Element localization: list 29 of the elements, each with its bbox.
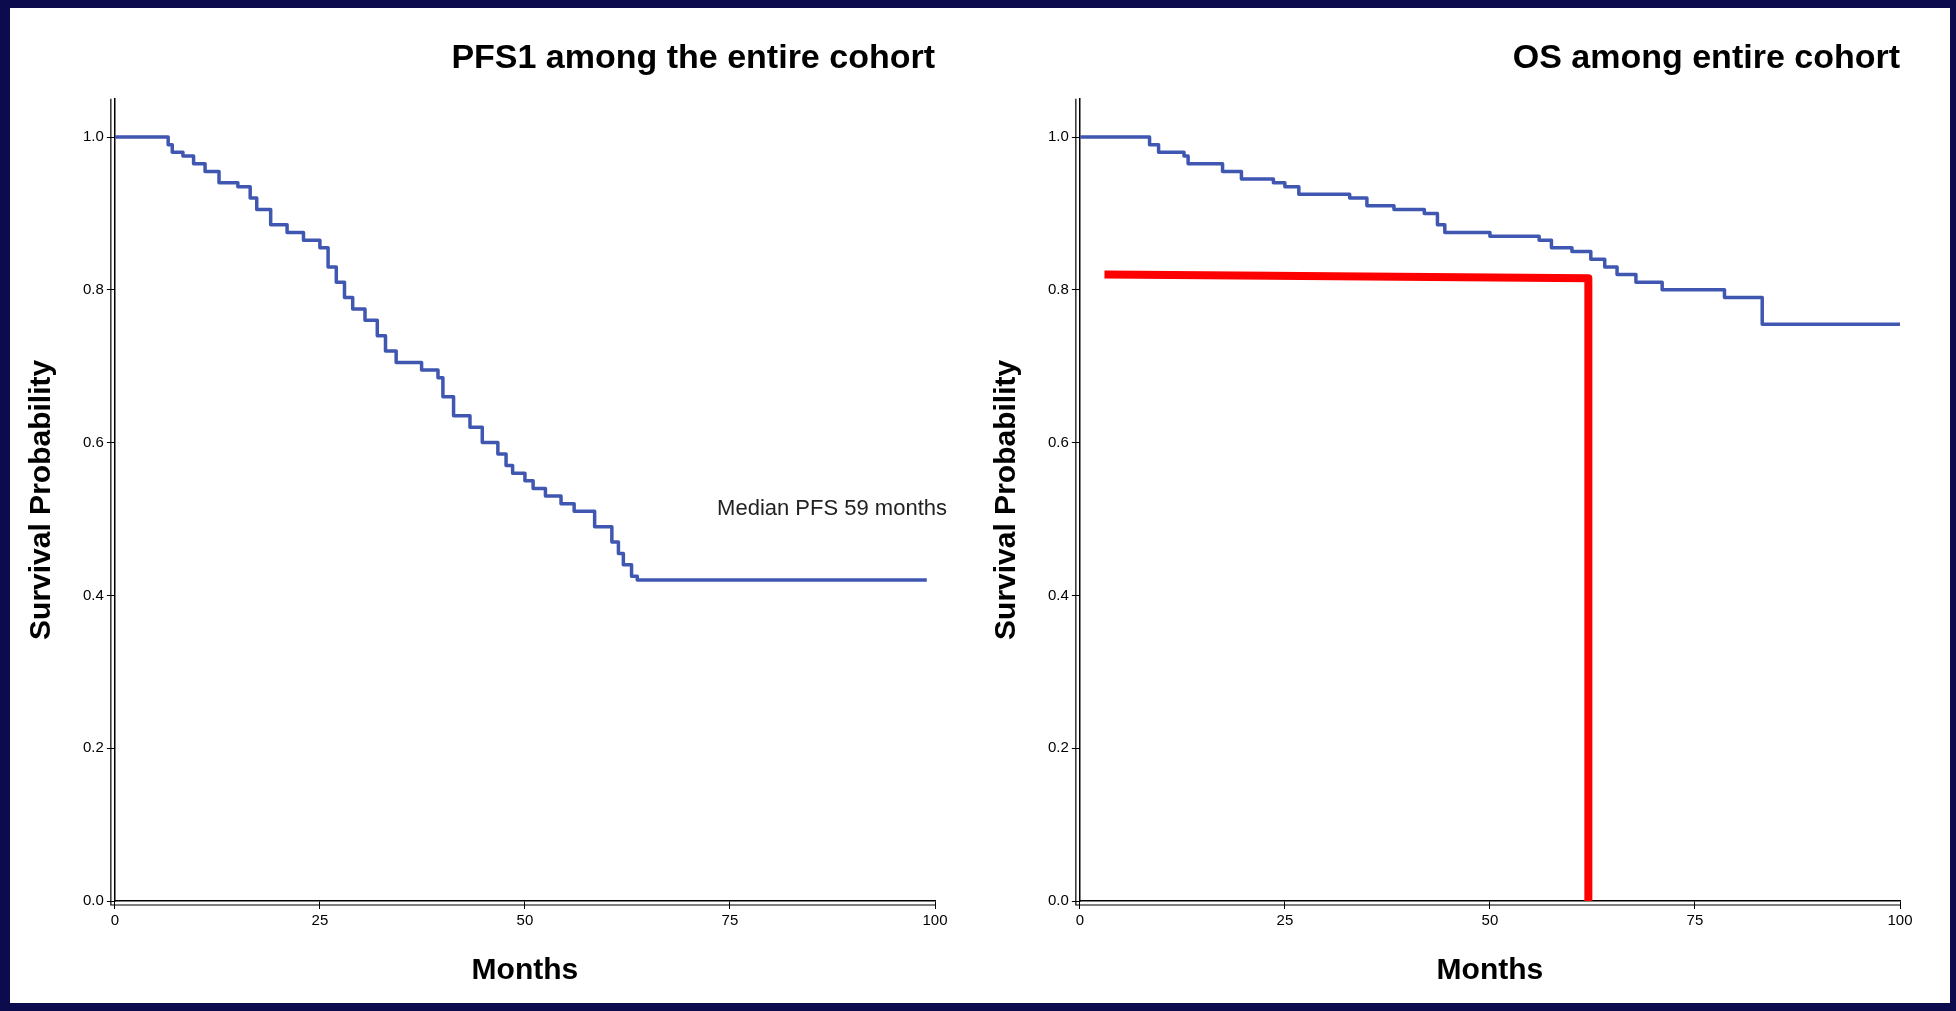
x-tick-label: 25 [311,911,329,929]
x-tick-label: 0 [110,911,120,929]
x-tick-label: 75 [1686,911,1704,929]
y-tick-label: 0.4 [1047,585,1069,603]
y-axis-title: Survival Probability [988,359,1022,640]
y-tick-label: 0.0 [82,891,104,909]
y-tick-label: 0.4 [82,585,104,603]
x-tick-label: 100 [922,911,948,929]
y-tick-label: 0.8 [1047,279,1069,297]
chart-title: OS among entire cohort [1512,36,1900,75]
x-tick-label: 0 [1075,911,1085,929]
chart-title: PFS1 among the entire cohort [451,36,935,75]
annotation: Median PFS 59 months [717,495,947,521]
y-tick-label: 1.0 [82,127,104,145]
y-tick-label: 1.0 [1047,127,1069,145]
y-tick-label: 0.0 [1047,891,1069,909]
y-tick-label: 0.2 [1047,738,1069,756]
x-tick-label: 100 [1887,911,1913,929]
y-tick-label: 0.2 [82,738,104,756]
x-tick-label: 25 [1276,911,1294,929]
y-tick-label: 0.8 [82,279,104,297]
x-tick-label: 75 [721,911,739,929]
y-tick-label: 0.6 [82,432,104,450]
x-axis-title: Months [471,952,579,986]
y-axis-title: Survival Probability [23,359,57,640]
x-tick-label: 50 [1481,911,1499,929]
x-tick-label: 50 [516,911,534,929]
x-axis-title: Months [1436,952,1544,986]
y-tick-label: 0.6 [1047,432,1069,450]
